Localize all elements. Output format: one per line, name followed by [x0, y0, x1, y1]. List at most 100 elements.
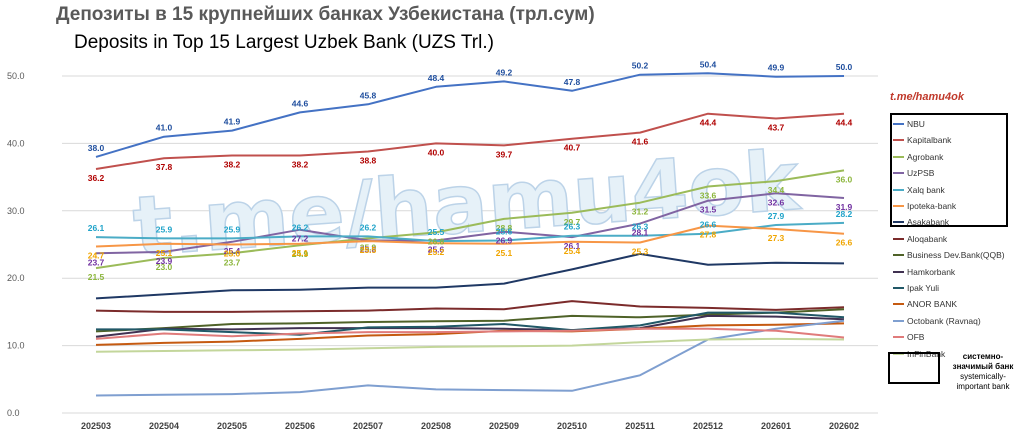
- series-line-infinbank: [95, 337, 845, 353]
- legend-swatch: [893, 155, 904, 158]
- data-label: 25.4: [224, 246, 241, 256]
- data-label: 49.2: [496, 67, 513, 77]
- legend-swatch: [893, 319, 904, 322]
- grid-layer: [62, 75, 878, 414]
- data-label: 37.8: [156, 162, 173, 172]
- legend-swatch: [893, 237, 904, 240]
- data-label: 26.1: [88, 223, 105, 233]
- chart-title-ru: Депозиты в 15 крупнейших банках Узбекист…: [56, 4, 595, 25]
- x-tick-label: 202512: [693, 421, 723, 431]
- chart-title-en: Deposits in Top 15 Largest Uzbek Bank (U…: [74, 32, 494, 53]
- data-label: 26.6: [700, 220, 717, 230]
- y-tick-label: 40.0: [7, 138, 25, 148]
- data-label: 25.1: [496, 248, 513, 258]
- legend-swatch: [893, 254, 904, 257]
- data-label: 26.1: [564, 241, 581, 251]
- label-layer: 38.0 41.0 41.9 44.6 45.8 48.4 49.2 47.8 50.2 50.4…: [88, 59, 853, 282]
- legend-note-ru: системно-значимый банк: [952, 352, 1014, 371]
- legend-item: ANOR BANK: [893, 298, 1024, 310]
- legend-note-frame: [888, 352, 940, 384]
- legend-label: OFB: [907, 332, 925, 343]
- data-label: 28.2: [836, 209, 853, 219]
- data-label: 21.5: [88, 272, 105, 282]
- y-tick-label: 30.0: [7, 206, 25, 216]
- data-label: 25.5: [360, 245, 377, 255]
- data-label: 25.9: [156, 224, 173, 234]
- legend-label: Hamkorbank: [907, 266, 956, 277]
- series-line-ipoteka-bank: [95, 224, 845, 248]
- x-tick-label: 202601: [761, 421, 791, 431]
- legend-swatch: [893, 172, 904, 175]
- legend-item: Aloqabank: [893, 233, 1024, 245]
- legend-item: Business Dev.Bank(QQB): [893, 249, 1024, 261]
- y-tick-label: 20.0: [7, 273, 25, 283]
- data-label: 44.4: [836, 118, 853, 128]
- legend-swatch: [893, 221, 904, 224]
- data-label: 25.9: [360, 242, 377, 252]
- series-line-asakabank: [95, 252, 845, 300]
- series-line-ipak-yuli: [96, 311, 845, 336]
- data-label: 25.1: [156, 248, 173, 258]
- series-line-hamkorbank: [95, 314, 845, 338]
- data-label: 47.8: [564, 77, 581, 87]
- x-tick-label: 202511: [625, 421, 655, 431]
- legend-label: Business Dev.Bank(QQB): [907, 250, 1005, 261]
- data-label: 26.2: [292, 222, 309, 232]
- data-label: 32.6: [768, 197, 785, 207]
- data-label: 48.4: [428, 73, 445, 83]
- data-label: 27.9: [768, 211, 785, 221]
- x-tick-label: 202506: [285, 421, 315, 431]
- data-label: 39.7: [496, 149, 513, 159]
- data-label: 27.2: [292, 234, 309, 244]
- data-label: 26.3: [632, 222, 649, 232]
- data-label: 27.3: [768, 233, 785, 243]
- series-line-agrobank: [95, 169, 845, 270]
- legend-label: Ipoteka-bank: [907, 201, 957, 211]
- legend-swatch: [893, 205, 904, 207]
- data-label: 40.0: [428, 147, 445, 157]
- legend-label: Agrobank: [907, 151, 944, 162]
- data-label: 31.9: [836, 202, 853, 212]
- data-label: 28.8: [496, 223, 513, 233]
- series-line-nbu: [95, 72, 845, 158]
- data-label: 25.1: [292, 248, 309, 258]
- data-label: 33.6: [700, 191, 717, 201]
- data-label: 36.0: [836, 174, 853, 184]
- legend-label: NBU: [907, 119, 925, 129]
- data-label: 26.2: [360, 222, 377, 232]
- x-tick-label: 202509: [489, 421, 519, 431]
- legend-label: UzPSB: [907, 168, 935, 179]
- series-line-anor-bank: [95, 322, 845, 346]
- data-label: 43.7: [768, 122, 785, 132]
- x-tick-label: 202507: [353, 421, 383, 431]
- data-label: 25.0: [224, 249, 241, 259]
- y-tick-label: 0.0: [7, 408, 20, 418]
- legend-item: Xalq bank: [893, 184, 1024, 196]
- data-label: 45.8: [360, 90, 377, 100]
- x-tick-label: 202503: [81, 421, 111, 431]
- data-label: 23.7: [88, 257, 105, 267]
- legend-item: Octobank (Ravnaq): [893, 315, 1024, 327]
- legend-item: Ipoteka-bank: [893, 200, 1024, 212]
- data-label: 29.7: [564, 217, 581, 227]
- data-label: 25.9: [224, 224, 241, 234]
- series-line-kapitalbank: [95, 112, 845, 170]
- data-label: 50.4: [700, 59, 717, 69]
- data-label: 31.5: [700, 205, 717, 215]
- x-tick-label: 202602: [829, 421, 859, 431]
- series-line-business-dev-bank-qqb-: [95, 308, 845, 333]
- legend-note-en: systemically-important bank: [956, 372, 1010, 391]
- data-label: 23.7: [224, 257, 241, 267]
- data-label: 36.2: [88, 173, 105, 183]
- data-label: 34.4: [768, 185, 785, 195]
- legend-label: ANOR BANK: [907, 299, 958, 310]
- legend-item: Ipak Yuli: [893, 282, 1024, 294]
- series-line-octobank-ravnaq-: [95, 319, 845, 397]
- series-line-xalq-bank: [95, 221, 845, 243]
- x-tick-label: 202510: [557, 421, 587, 431]
- data-label: 25.6: [360, 244, 377, 254]
- series-layer: [95, 72, 845, 397]
- data-label: 25.5: [428, 227, 445, 237]
- data-label: 41.6: [632, 137, 649, 147]
- series-line-aloqabank: [95, 300, 845, 313]
